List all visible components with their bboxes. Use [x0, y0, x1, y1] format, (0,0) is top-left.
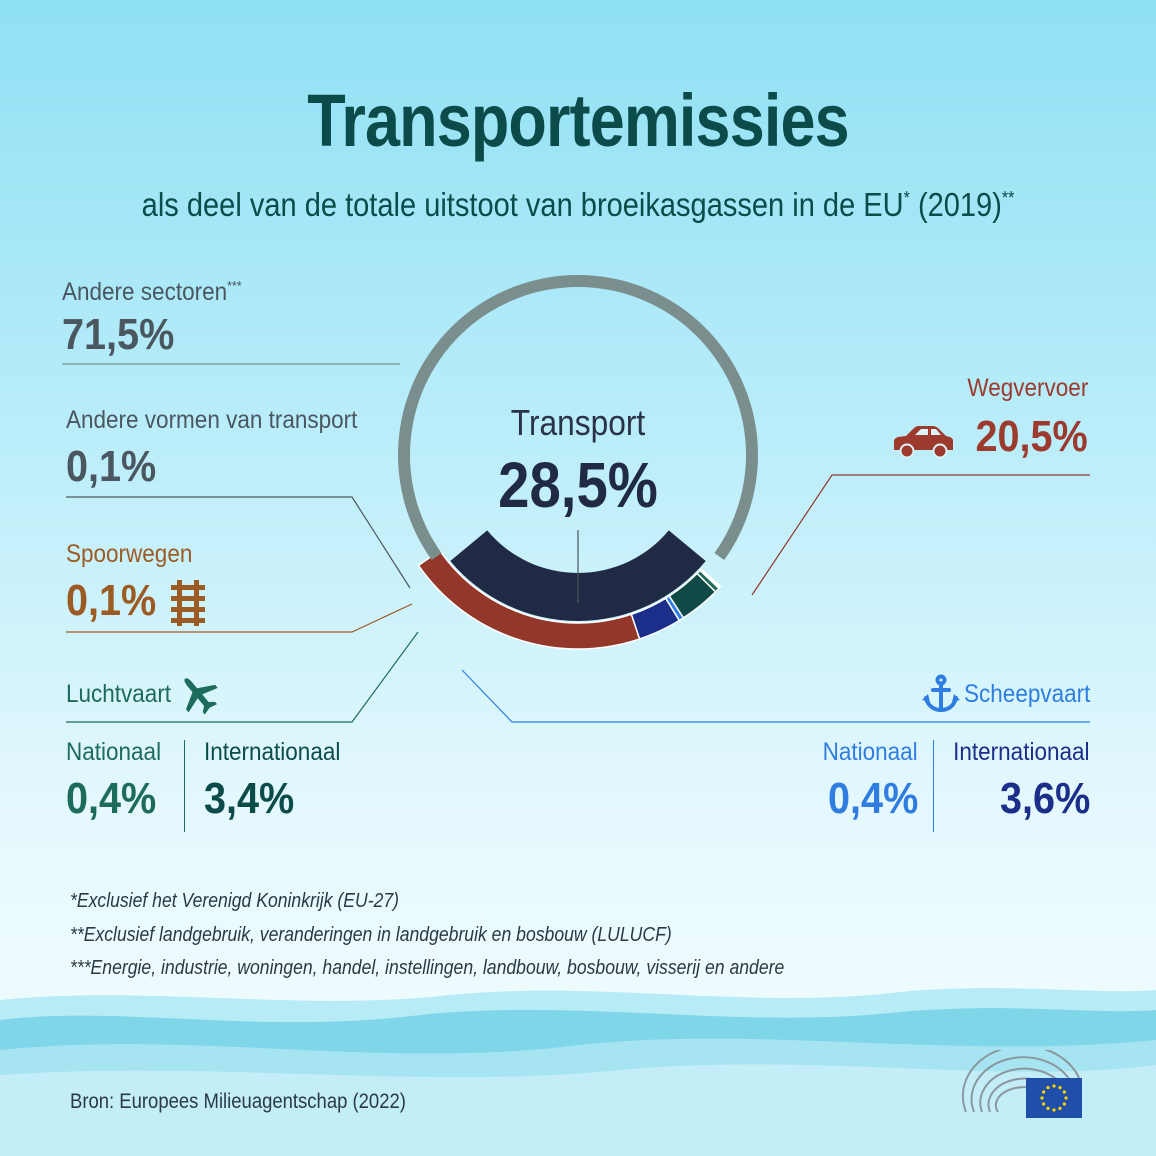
eu-star [1058, 1086, 1062, 1090]
footnote-3: ***Energie, industrie, woningen, handel,… [70, 957, 785, 979]
eu-star [1058, 1106, 1062, 1110]
scheepvaart-internationaal-label: Internationaal [953, 738, 1090, 766]
andere-sectoren-footnote-mark: *** [227, 278, 242, 294]
scheepvaart-label: Scheepvaart [963, 680, 1090, 708]
anchor-icon [922, 674, 960, 713]
leader-andere-vormen [66, 496, 411, 589]
luchtvaart-nationaal-value: 0,4% [66, 774, 157, 823]
page-title: Transportemissies [307, 79, 849, 162]
plane-icon [184, 678, 218, 715]
page-subtitle: als deel van de totale uitstoot van broe… [69, 186, 1086, 224]
andere-sectoren-value: 71,5% [62, 310, 175, 359]
leader-spoorwegen [66, 603, 413, 633]
scheepvaart-internationaal-value: 3,6% [999, 774, 1090, 823]
leader-scheepvaart [461, 669, 1090, 723]
eu-flag-icon [1026, 1078, 1082, 1118]
luchtvaart-internationaal-label: Internationaal [204, 738, 341, 766]
spoorwegen-label: Spoorwegen [66, 540, 193, 568]
eu-star [1040, 1096, 1044, 1100]
luchtvaart-internationaal-value: 3,4% [204, 774, 295, 823]
andere-vormen-value: 0,1% [66, 442, 157, 491]
leader-wegvervoer [751, 474, 1090, 596]
andere-sectoren-label: Andere sectoren*** [62, 278, 242, 307]
luchtvaart-label: Luchtvaart [66, 680, 172, 708]
andere-vormen-label: Andere vormen van transport [66, 406, 358, 434]
luchtvaart-nationaal-label: Nationaal [66, 738, 162, 766]
eu-star [1062, 1090, 1066, 1094]
scheepvaart-divider [933, 740, 934, 832]
footnote-2: **Exclusief landgebruik, veranderingen i… [70, 924, 672, 946]
scheepvaart-nationaal-label: Nationaal [822, 738, 918, 766]
spoorwegen-value: 0,1% [66, 576, 157, 625]
eu-star [1046, 1086, 1050, 1090]
luchtvaart-divider [184, 740, 185, 832]
subtitle-text: als deel van de totale uitstoot van broe… [141, 186, 904, 223]
eu-star [1052, 1084, 1056, 1088]
eu-star [1062, 1102, 1066, 1106]
source-credit: Bron: Europees Milieuagentschap (2022) [70, 1090, 406, 1113]
eu-star [1042, 1102, 1046, 1106]
center-label: Transport [510, 402, 646, 443]
footnote-1: *Exclusief het Verenigd Koninkrijk (EU-2… [70, 890, 400, 912]
leader-lines [62, 363, 1090, 723]
subtitle-footnote-mark-1: * [903, 188, 910, 208]
eu-star [1064, 1096, 1068, 1100]
car-icon [894, 426, 953, 459]
eu-star [1052, 1108, 1056, 1112]
subtitle-year: (2019) [909, 186, 1002, 223]
andere-sectoren-text: Andere sectoren [62, 278, 228, 306]
subtitle-footnote-mark-2: ** [1001, 188, 1015, 208]
slice-wegvervoer [417, 549, 641, 650]
center-value: 28,5% [498, 449, 658, 521]
eu-star [1046, 1106, 1050, 1110]
rail-icon [171, 580, 205, 626]
wegvervoer-value: 20,5% [975, 412, 1088, 461]
scheepvaart-nationaal-value: 0,4% [827, 774, 918, 823]
eu-star [1042, 1090, 1046, 1094]
wegvervoer-label: Wegvervoer [967, 374, 1088, 402]
leader-luchtvaart [66, 631, 419, 723]
